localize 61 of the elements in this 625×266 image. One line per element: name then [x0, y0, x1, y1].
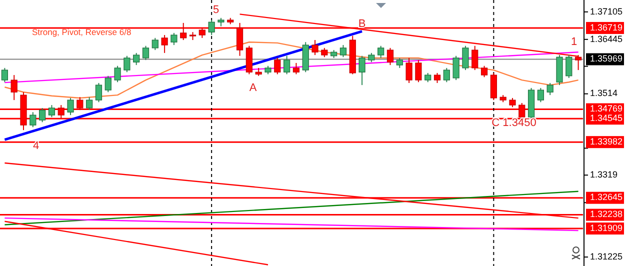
candlestick: [170, 32, 178, 46]
candlestick: [396, 57, 403, 68]
candlestick: [95, 82, 102, 103]
candlestick: [1, 67, 8, 83]
candlestick: [368, 52, 375, 63]
candlestick: [30, 112, 36, 128]
ref-line-label: 1.34545: [590, 112, 623, 123]
candlestick: [124, 55, 130, 73]
candlestick: [10, 74, 18, 101]
candlestick: [546, 82, 554, 96]
candlestick: [152, 37, 158, 51]
candlestick: [358, 55, 366, 86]
y-tick-label: 1.37105: [590, 6, 623, 16]
candlestick: [537, 87, 544, 103]
candlestick: [114, 65, 121, 83]
y-tick-label: 1.3514: [590, 88, 618, 98]
candlestick: [386, 47, 394, 66]
candlestick: [208, 20, 215, 36]
candlestick: [424, 72, 432, 83]
y-tick-label: 1.36445: [590, 34, 623, 44]
candlestick: [86, 96, 93, 111]
candlestick: [142, 45, 150, 61]
candlestick: [340, 44, 347, 58]
annotation: C 1.3450: [492, 116, 536, 129]
candlestick: [378, 45, 384, 58]
candlestick: [406, 57, 412, 84]
candlestick: [39, 107, 46, 123]
candlestick: [133, 52, 140, 66]
candlestick: [284, 55, 290, 75]
candlestick: [48, 104, 56, 118]
candlestick: [104, 75, 112, 93]
candlestick: [415, 60, 422, 83]
ref-line-label: 1.34769: [590, 104, 623, 114]
annotation: 5: [212, 4, 220, 16]
candlestick: [452, 55, 460, 81]
ref-line-label: 1.35969: [590, 54, 623, 64]
ref-line-label: 1.31909: [590, 222, 623, 233]
y-tick-label: 1.31225: [590, 251, 623, 262]
y-tick-label: 1.3319: [590, 169, 618, 180]
ref-line-label: 1.33982: [590, 136, 623, 146]
annotation: Strong, Pivot, Reverse 6/8: [32, 27, 132, 37]
candlestick: [274, 57, 281, 75]
candlestick: [292, 62, 300, 75]
annotation: A: [249, 82, 258, 94]
candlestick: [490, 72, 497, 101]
candlestick: [472, 45, 478, 71]
candlestick: [321, 47, 328, 58]
candlestick: [67, 97, 74, 116]
candlestick: [312, 40, 318, 56]
candlestick: [443, 67, 450, 83]
ref-line-label: 1.32645: [590, 192, 623, 202]
ref-line-label: 1.32238: [590, 209, 623, 220]
candlestick: [462, 45, 469, 71]
annotation: B: [358, 18, 366, 30]
candlestick: [161, 34, 168, 54]
candlestick: [434, 72, 441, 84]
annotation: 1: [570, 36, 578, 48]
candlestick: [480, 65, 488, 78]
candlestick: [566, 54, 572, 78]
annotation: 4: [32, 140, 40, 152]
ref-line-label: 1.36719: [590, 22, 623, 32]
